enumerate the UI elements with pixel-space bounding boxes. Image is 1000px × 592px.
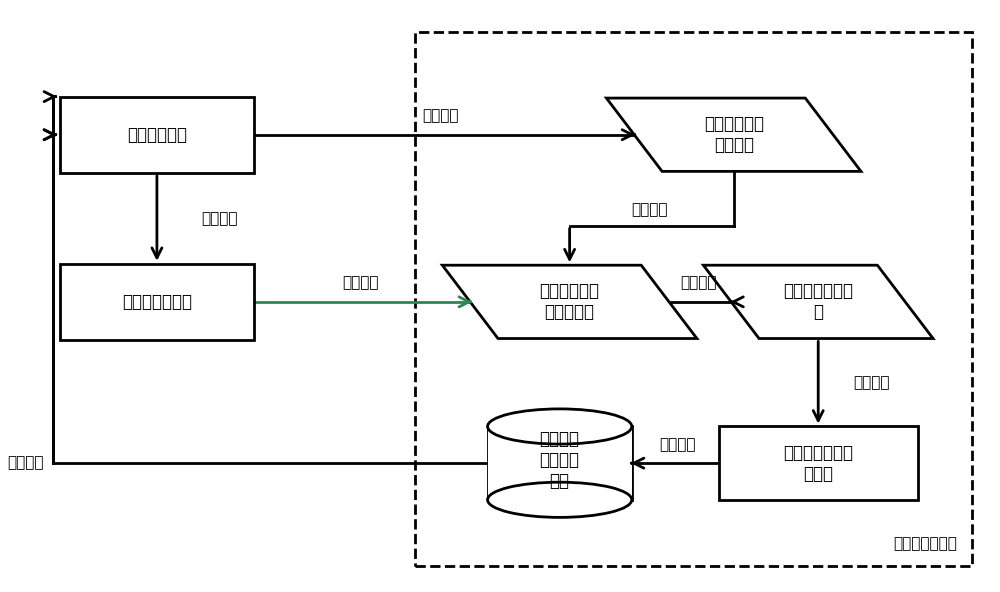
Polygon shape xyxy=(442,265,697,339)
Text: 上线预备: 上线预备 xyxy=(631,202,667,217)
Ellipse shape xyxy=(488,482,632,517)
Text: 本地存档: 本地存档 xyxy=(659,437,695,452)
Ellipse shape xyxy=(488,409,632,444)
Text: 下达任务: 下达任务 xyxy=(422,108,459,123)
FancyBboxPatch shape xyxy=(60,96,254,173)
FancyBboxPatch shape xyxy=(719,426,918,500)
Polygon shape xyxy=(703,265,933,339)
Text: 试验执行: 试验执行 xyxy=(853,375,890,390)
Text: 自动检定流水线: 自动检定流水线 xyxy=(894,536,957,551)
Text: 数据上传: 数据上传 xyxy=(8,456,44,471)
Text: 自动检定流水
线服务端: 自动检定流水 线服务端 xyxy=(704,115,764,154)
Text: 装载托盘: 装载托盘 xyxy=(681,275,717,290)
Text: 待检误差检定装
置: 待检误差检定装 置 xyxy=(783,282,853,321)
Text: 误差检定装置收
集数据: 误差检定装置收 集数据 xyxy=(783,444,853,482)
Text: 试品调用: 试品调用 xyxy=(202,211,238,226)
Text: 自动检定
流水线数
据库: 自动检定 流水线数 据库 xyxy=(540,430,580,490)
Text: 自动检定流水
线接驳工位: 自动检定流水 线接驳工位 xyxy=(540,282,600,321)
Polygon shape xyxy=(606,98,861,171)
FancyBboxPatch shape xyxy=(60,264,254,340)
Polygon shape xyxy=(488,426,632,500)
Text: 生产调度平台: 生产调度平台 xyxy=(127,126,187,144)
Text: 智能化仓储系统: 智能化仓储系统 xyxy=(122,293,192,311)
Text: 试品上线: 试品上线 xyxy=(343,275,379,290)
